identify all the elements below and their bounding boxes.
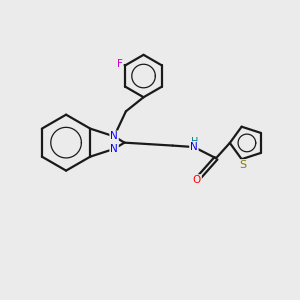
Text: N: N <box>110 131 118 141</box>
Text: H: H <box>191 137 198 147</box>
Text: F: F <box>117 59 123 69</box>
Text: S: S <box>239 160 247 170</box>
Text: N: N <box>110 144 118 154</box>
Text: O: O <box>193 175 201 185</box>
Text: N: N <box>190 142 198 152</box>
